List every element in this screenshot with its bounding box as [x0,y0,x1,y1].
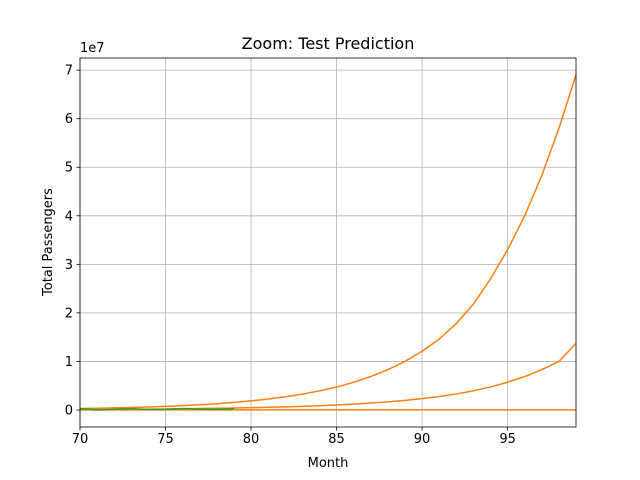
x-tick-label: 85 [328,432,345,447]
x-tick-label: 80 [243,432,260,447]
series-line-2 [79,342,577,411]
y-tick-label: 7 [65,64,73,79]
y-tick-label: 3 [65,258,73,273]
series-line-4 [79,407,234,411]
x-tick-label: 75 [157,432,174,447]
y-tick-label: 0 [65,404,73,419]
y-axis-ticks: 0 1 2 3 4 5 6 7 [65,64,80,419]
x-axis-label: Month [308,456,349,471]
x-tick-label: 95 [499,432,516,447]
y-tick-label: 5 [65,161,73,176]
y-tick-label: 1 [65,355,73,370]
x-axis-ticks: 70 75 80 85 90 95 [72,427,516,447]
y-tick-label: 2 [65,306,73,321]
x-tick-label: 90 [414,432,431,447]
grid [79,58,576,427]
series-lines [79,74,577,411]
y-scale-label: 1e7 [80,41,105,56]
y-tick-label: 6 [65,112,73,127]
y-axis-label: Total Passengers [41,188,56,297]
series-line-1 [79,74,577,410]
y-tick-label: 4 [65,209,73,224]
chart-title: Zoom: Test Prediction [242,34,415,53]
plot-frame [79,57,577,428]
x-tick-label: 70 [72,432,89,447]
